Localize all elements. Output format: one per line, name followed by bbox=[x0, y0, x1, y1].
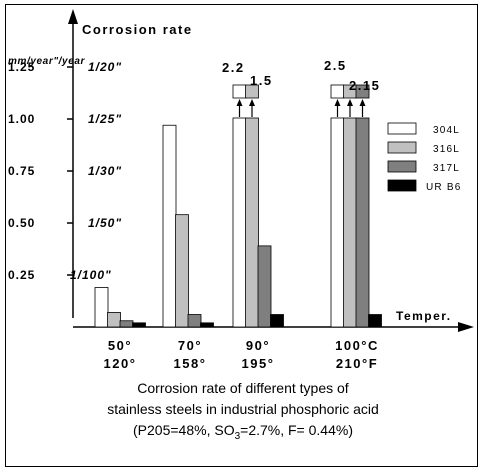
y-tick-label-mm: 0.50 bbox=[8, 216, 35, 230]
bar-317l-1 bbox=[187, 314, 202, 328]
y-tick-label-mm: 1.25 bbox=[8, 60, 35, 74]
bar-316l-3 bbox=[343, 117, 357, 328]
bar-316l-2 bbox=[245, 117, 259, 328]
legend-swatch bbox=[387, 122, 417, 135]
bar-304l-2 bbox=[232, 117, 247, 328]
bar-overflow-box bbox=[245, 84, 259, 99]
x-category-label-c: 90° bbox=[246, 338, 270, 353]
bar-urb6-3 bbox=[368, 314, 382, 328]
y-axis-label: mm/year"/year bbox=[8, 56, 86, 67]
y-tick-label-inch: 1/100" bbox=[70, 268, 112, 282]
bar-304l-0 bbox=[94, 287, 109, 328]
bar-304l-1 bbox=[162, 124, 177, 328]
x-category-label-c: 50° bbox=[108, 338, 132, 353]
bar-overflow-box bbox=[232, 84, 247, 99]
bar-urb6-1 bbox=[200, 322, 214, 328]
overflow-value-label: 2.15 bbox=[349, 78, 380, 93]
legend-swatch bbox=[387, 160, 417, 173]
y-tick-label-inch: 1/20" bbox=[88, 60, 122, 74]
bar-urb6-2 bbox=[270, 314, 284, 328]
caption-line-3: (P205=48%, SO3=2.7%, F= 0.44%) bbox=[133, 422, 353, 442]
bar-317l-3 bbox=[355, 117, 370, 328]
caption-line-3-b: =2.7%, F= 0.44%) bbox=[240, 422, 353, 438]
bar-316l-1 bbox=[175, 214, 189, 328]
y-tick-label-mm: 0.75 bbox=[8, 164, 35, 178]
x-category-label-f: 210°F bbox=[336, 356, 378, 371]
legend-label: 304L bbox=[433, 125, 460, 136]
bar-overflow-arrowhead bbox=[236, 99, 243, 106]
bar-317l-2 bbox=[257, 245, 272, 328]
bar-overflow-box bbox=[330, 84, 345, 99]
bar-overflow-arrowhead bbox=[334, 99, 341, 106]
overflow-value-label: 1.5 bbox=[250, 73, 273, 88]
x-category-label-c: 100°C bbox=[335, 338, 379, 353]
y-tick-label-mm: 0.25 bbox=[8, 268, 35, 282]
y-axis-arrow bbox=[68, 9, 78, 24]
bar-304l-3 bbox=[330, 117, 345, 328]
x-axis-label: Temper. bbox=[396, 309, 452, 323]
legend-swatch bbox=[387, 179, 417, 192]
legend-label: UR B6 bbox=[426, 182, 461, 193]
caption-line-1: Corrosion rate of different types of bbox=[137, 380, 349, 396]
x-category-label-f: 195° bbox=[242, 356, 275, 371]
y-tick-label-inch: 1/25" bbox=[88, 112, 122, 126]
legend-label: 316L bbox=[433, 144, 460, 155]
x-category-label-c: 70° bbox=[178, 338, 202, 353]
bar-urb6-0 bbox=[132, 322, 146, 328]
bar-overflow-arrowhead bbox=[347, 99, 353, 106]
bar-316l-0 bbox=[107, 312, 121, 328]
y-tick-label-inch: 1/50" bbox=[88, 216, 122, 230]
bar-overflow-box bbox=[355, 84, 370, 99]
overflow-value-label: 2.5 bbox=[324, 58, 347, 73]
legend-label: 317L bbox=[433, 163, 460, 174]
y-tick-label-inch: 1/30" bbox=[88, 164, 122, 178]
caption-line-3-sub: 3 bbox=[235, 431, 241, 442]
y-tick-label-mm: 1.00 bbox=[8, 112, 35, 126]
bar-overflow-arrowhead bbox=[359, 99, 366, 106]
x-axis-arrow bbox=[458, 322, 474, 332]
bar-317l-0 bbox=[119, 320, 134, 328]
chart-title: Corrosion rate bbox=[82, 22, 193, 37]
overflow-value-label: 2.2 bbox=[222, 60, 245, 75]
x-category-label-f: 158° bbox=[174, 356, 207, 371]
x-category-label-f: 120° bbox=[104, 356, 137, 371]
bar-overflow-arrowhead bbox=[249, 99, 255, 106]
legend-swatch bbox=[387, 141, 417, 154]
caption-line-2: stainless steels in industrial phosphori… bbox=[107, 401, 379, 417]
caption-line-3-a: (P205=48%, SO bbox=[133, 422, 235, 438]
